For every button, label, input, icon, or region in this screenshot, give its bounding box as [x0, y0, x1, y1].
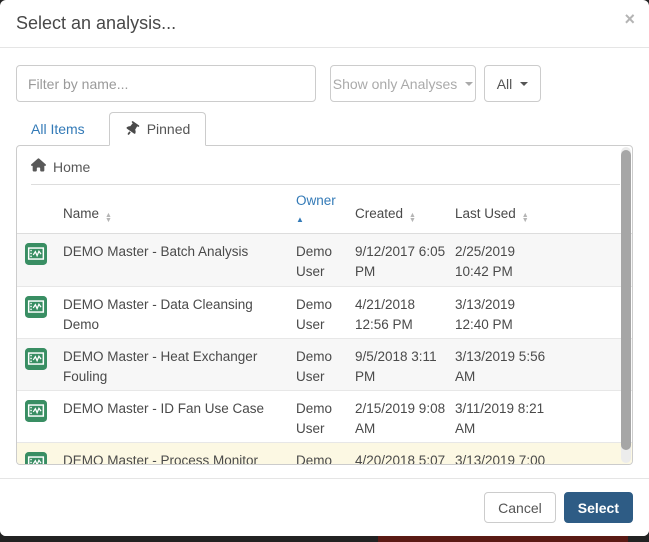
select-button[interactable]: Select	[563, 492, 633, 523]
column-header-created-label: Created	[355, 206, 404, 222]
row-created: 4/20/2018 5:07	[355, 453, 446, 465]
row-owner: Demo User	[296, 349, 333, 384]
column-header-last-used[interactable]: Last Used ▲ ▼	[455, 204, 549, 224]
scope-filter-dropdown[interactable]: All	[484, 65, 541, 102]
tab-all-items[interactable]: All Items	[16, 113, 100, 145]
close-icon[interactable]: ×	[624, 9, 635, 29]
sort-icon: ▲ ▼	[105, 212, 112, 225]
sort-icon: ▲ ▼	[409, 212, 416, 225]
row-owner: Demo User	[296, 401, 333, 436]
filter-name-input[interactable]	[16, 65, 316, 102]
column-header-owner[interactable]: Owner ▲	[296, 191, 346, 224]
analysis-icon	[25, 400, 63, 423]
row-name: DEMO Master - Process Monitor	[63, 453, 259, 465]
table-row[interactable]: DEMO Master - Process Monitor Demo User …	[17, 442, 632, 465]
table-body: DEMO Master - Batch Analysis Demo User 9…	[17, 234, 632, 465]
table-header: Name ▲ ▼ Owner ▲ Created ▲ ▼ Last Used ▲ ▼	[17, 185, 632, 234]
breadcrumb-home-label: Home	[53, 158, 91, 175]
analysis-icon	[25, 452, 63, 464]
column-header-name-label: Name	[63, 206, 100, 222]
row-last-used: 3/13/2019 12:40 PM	[455, 297, 516, 332]
tab-all-items-label: All Items	[31, 121, 85, 137]
table-row[interactable]: DEMO Master - ID Fan Use Case Demo User …	[17, 390, 632, 442]
row-name: DEMO Master - Batch Analysis	[63, 244, 249, 259]
pin-icon	[125, 121, 139, 136]
modal-title: Select an analysis...	[16, 13, 177, 33]
column-header-owner-label: Owner	[296, 193, 336, 209]
analysis-icon	[25, 348, 63, 371]
sort-ascending-icon: ▲	[296, 215, 304, 224]
item-list-panel: Home Name ▲ ▼ Owner ▲ Created ▲ ▼ Last Used ▲…	[16, 145, 633, 465]
scope-filter-label: All	[496, 75, 513, 92]
row-owner: Demo User	[296, 453, 333, 465]
filter-row: Show only Analyses All	[16, 65, 633, 102]
table-row[interactable]: DEMO Master - Data Cleansing Demo Demo U…	[17, 286, 632, 338]
row-name: DEMO Master - ID Fan Use Case	[63, 401, 265, 417]
tab-pinned-label: Pinned	[146, 121, 191, 137]
breadcrumb-divider	[31, 184, 620, 185]
background-page-strip	[378, 536, 628, 542]
row-name: DEMO Master - Heat Exchanger Fouling	[63, 349, 258, 384]
table-row[interactable]: DEMO Master - Heat Exchanger Fouling Dem…	[17, 338, 632, 391]
analysis-icon	[25, 296, 63, 318]
analysis-icon	[25, 243, 63, 265]
column-header-name[interactable]: Name ▲ ▼	[63, 204, 281, 224]
tab-pinned[interactable]: Pinned	[108, 112, 207, 146]
row-created: 2/15/2019 9:08 AM	[355, 401, 446, 436]
scrollbar-thumb[interactable]	[621, 150, 631, 450]
cancel-button[interactable]: Cancel	[484, 492, 556, 523]
chevron-down-icon	[465, 81, 474, 86]
sort-icon: ▲ ▼	[521, 212, 529, 225]
column-header-last-used-label: Last Used	[455, 206, 516, 222]
breadcrumb[interactable]: Home	[17, 146, 104, 184]
modal-footer: Cancel Select	[0, 478, 649, 536]
tab-bar: All Items Pinned	[16, 109, 633, 146]
row-owner: Demo User	[296, 297, 333, 332]
row-created: 4/21/2018 12:56 PM	[355, 297, 416, 332]
row-created: 9/5/2018 3:11 PM	[355, 349, 437, 384]
table-row[interactable]: DEMO Master - Batch Analysis Demo User 9…	[17, 234, 632, 286]
row-owner: Demo User	[296, 244, 333, 279]
home-icon	[31, 158, 46, 175]
column-header-created[interactable]: Created ▲ ▼	[355, 204, 449, 224]
row-last-used: 3/13/2019 5:56 AM	[455, 349, 546, 384]
row-last-used: 3/11/2019 8:21 AM	[455, 401, 545, 436]
row-created: 9/12/2017 6:05 PM	[355, 244, 446, 279]
modal-body: Show only Analyses All All Items Pinned	[0, 48, 649, 465]
modal-header: Select an analysis... ×	[0, 0, 649, 48]
row-name: DEMO Master - Data Cleansing Demo	[63, 297, 253, 332]
row-last-used: 3/13/2019 7:00	[455, 453, 546, 465]
chevron-down-icon	[520, 81, 529, 86]
type-filter-dropdown[interactable]: Show only Analyses	[330, 65, 476, 102]
row-last-used: 2/25/2019 10:42 PM	[455, 244, 516, 279]
type-filter-label: Show only Analyses	[332, 75, 458, 92]
vertical-scrollbar[interactable]	[621, 147, 631, 463]
